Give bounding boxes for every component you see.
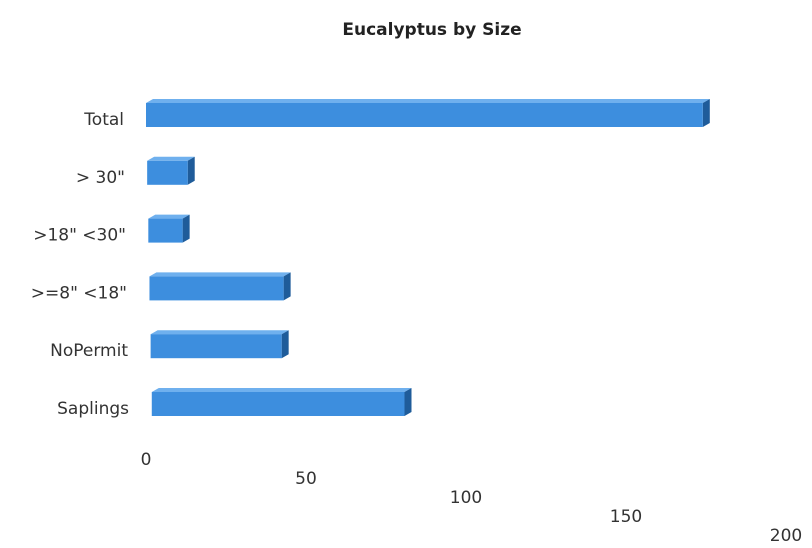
bar-top bbox=[150, 330, 289, 335]
bar-side bbox=[281, 330, 289, 359]
bar-side bbox=[182, 214, 190, 243]
y-tick-label: >18" <30" bbox=[33, 226, 126, 246]
x-tick-label: 0 bbox=[141, 450, 152, 470]
bar-top bbox=[149, 272, 291, 277]
bar-side bbox=[187, 156, 195, 185]
chart-title: Eucalyptus by Size bbox=[342, 20, 521, 40]
bar-top bbox=[147, 156, 195, 161]
bar bbox=[146, 103, 703, 127]
y-tick-label: Saplings bbox=[57, 399, 129, 419]
bar-top bbox=[146, 99, 710, 103]
x-tick-label: 100 bbox=[450, 488, 482, 508]
y-tick-label: > 30" bbox=[76, 168, 125, 188]
bar-top bbox=[148, 214, 190, 219]
bar bbox=[149, 276, 284, 301]
bar-side bbox=[404, 388, 412, 416]
x-tick-label: 200 bbox=[770, 526, 802, 546]
bar bbox=[151, 392, 405, 416]
x-tick-label: 50 bbox=[295, 469, 317, 489]
y-tick-label: NoPermit bbox=[50, 341, 128, 361]
y-tick-label: Total bbox=[83, 110, 124, 130]
bar-side bbox=[283, 272, 291, 301]
bar bbox=[148, 218, 183, 243]
x-tick-label: 150 bbox=[610, 507, 642, 527]
bar bbox=[150, 334, 282, 359]
y-tick-label: >=8" <18" bbox=[31, 283, 127, 303]
bar-side bbox=[702, 99, 710, 127]
bar-top bbox=[151, 388, 412, 392]
bar bbox=[147, 160, 188, 185]
